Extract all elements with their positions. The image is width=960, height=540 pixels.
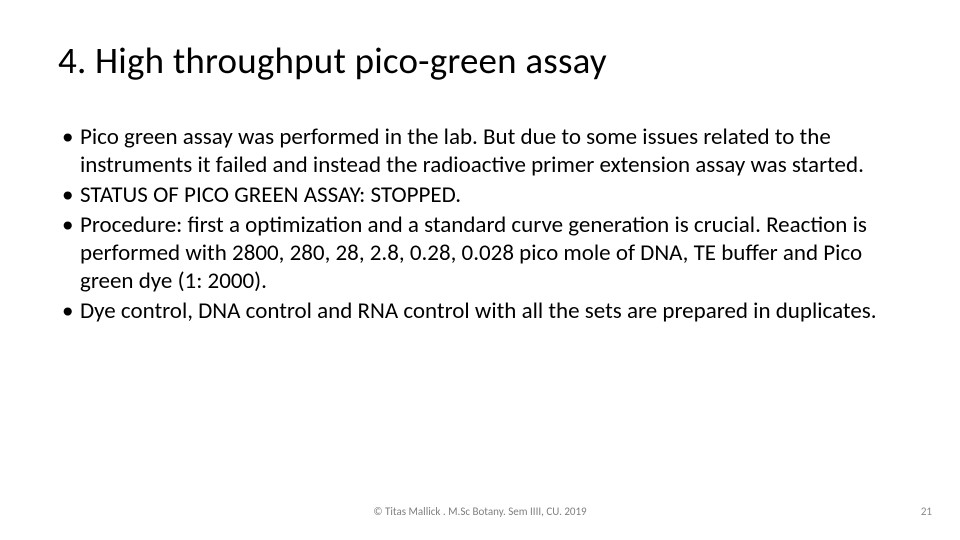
- bullet-item: • STATUS OF PICO GREEN ASSAY: STOPPED.: [58, 181, 902, 209]
- footer-copyright: © Titas Mallick . M.Sc Botany. Sem IIII,…: [0, 505, 960, 518]
- page-number: 21: [921, 505, 932, 518]
- bullet-dot-icon: •: [58, 123, 80, 179]
- bullet-text: Dye control, DNA control and RNA control…: [80, 297, 902, 325]
- slide-title: 4. High throughput pico-green assay: [58, 38, 902, 83]
- bullet-text: STATUS OF PICO GREEN ASSAY: STOPPED.: [80, 181, 902, 209]
- bullet-item: • Procedure: first a optimization and a …: [58, 211, 902, 295]
- slide-container: 4. High throughput pico-green assay • Pi…: [0, 0, 960, 540]
- bullet-dot-icon: •: [58, 181, 80, 209]
- slide-body: • Pico green assay was performed in the …: [58, 123, 902, 325]
- bullet-dot-icon: •: [58, 211, 80, 295]
- bullet-item: • Dye control, DNA control and RNA contr…: [58, 297, 902, 325]
- bullet-dot-icon: •: [58, 297, 80, 325]
- bullet-text: Procedure: first a optimization and a st…: [80, 211, 902, 295]
- bullet-text: Pico green assay was performed in the la…: [80, 123, 902, 179]
- bullet-item: • Pico green assay was performed in the …: [58, 123, 902, 179]
